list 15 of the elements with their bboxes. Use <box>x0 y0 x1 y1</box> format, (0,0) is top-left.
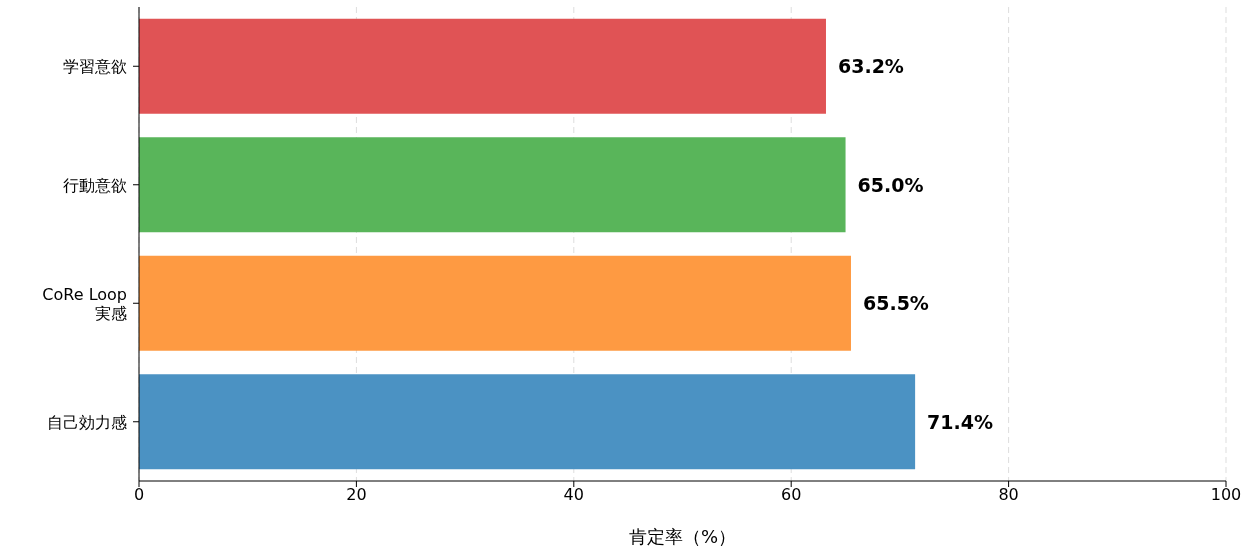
x-tick-label: 40 <box>563 485 584 505</box>
x-axis-title: 肯定率（%） <box>628 526 737 547</box>
x-tick-label: 100 <box>1210 485 1242 505</box>
x-tick-label: 0 <box>133 485 145 505</box>
data-label: 71.4% <box>927 410 994 433</box>
data-label: 65.0% <box>857 173 924 196</box>
x-tick-label: 20 <box>346 485 367 505</box>
x-tick-label: 80 <box>998 485 1019 505</box>
y-tick-label: 自己効力感 <box>47 412 127 432</box>
y-tick-label: 学習意欲 <box>63 57 127 77</box>
data-label: 63.2% <box>837 55 904 78</box>
y-tick-label: 行動意欲 <box>63 175 127 195</box>
data-label: 65.5% <box>862 292 929 315</box>
y-tick-label: CoRe Loop 実感 <box>42 284 127 323</box>
x-tick-label: 60 <box>781 485 802 505</box>
